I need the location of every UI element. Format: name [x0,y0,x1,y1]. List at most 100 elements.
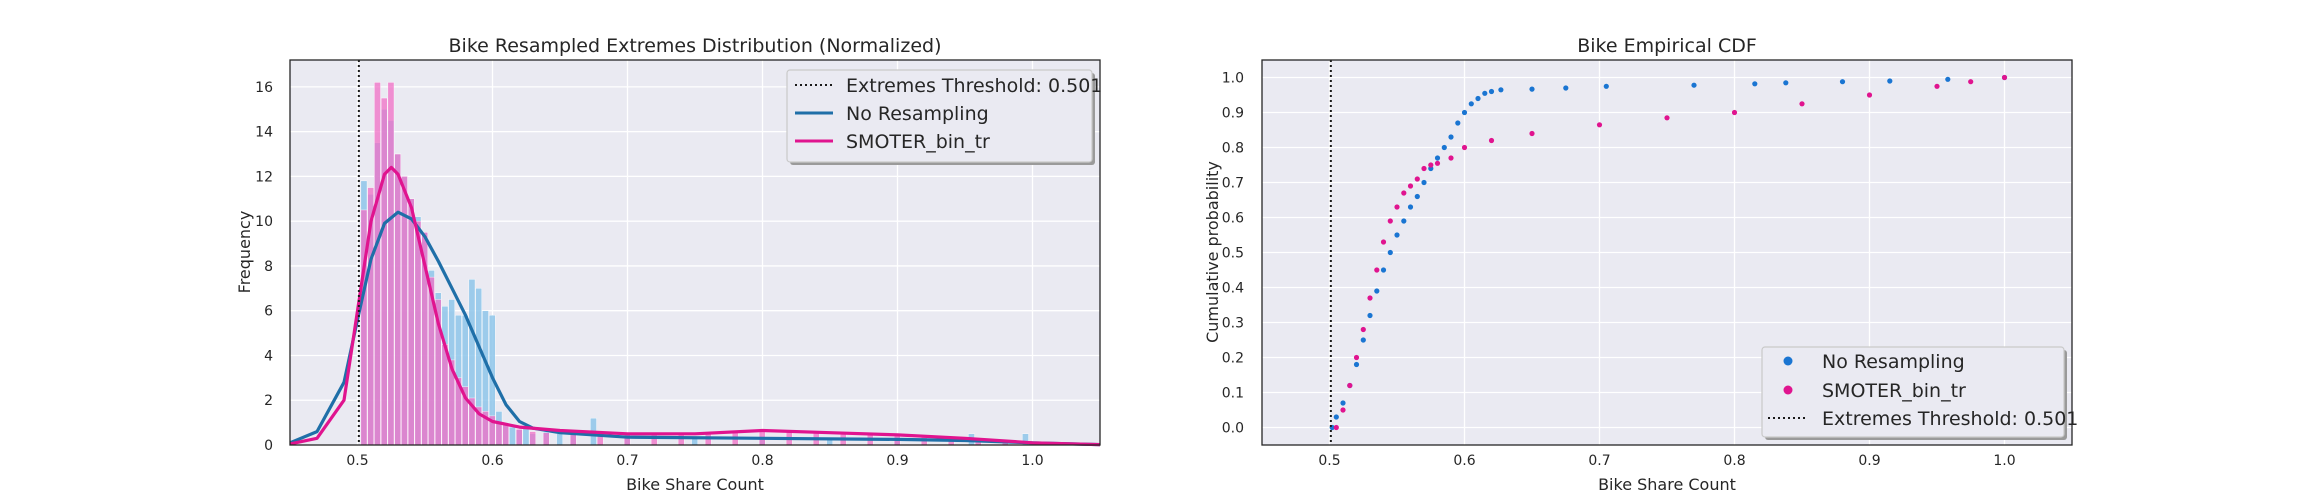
y-tick-label: 0.9 [1222,106,1244,122]
cdf-point-smoter [1374,267,1380,273]
legend-box [1761,346,2065,438]
cdf-point-smoter [1347,382,1353,389]
y-tick-label: 10 [255,214,273,230]
y-tick-label: 0.4 [1222,281,1244,297]
cdf-point-smoter [1596,122,1603,128]
chart-title: Bike Empirical CDF [1577,35,1757,57]
cdf-point-smoter [1333,424,1339,431]
x-tick-label: 1.0 [1021,453,1043,469]
cdf-point-no-resampling [1394,232,1400,238]
y-tick-label: 14 [255,125,273,141]
cdf-point-no-resampling [1353,361,1360,368]
cdf-point-smoter [1934,83,1940,89]
cdf-point-no-resampling [1360,337,1366,343]
cdf-point-smoter [2001,74,2008,81]
cdf-point-no-resampling [1783,80,1789,86]
hist-bar-smoter [394,153,401,446]
cdf-point-no-resampling [1945,76,1951,82]
y-tick-label: 4 [264,348,273,364]
y-tick-label: 0.8 [1222,141,1244,157]
x-tick-label: 0.6 [481,453,503,469]
cdf-point-no-resampling [1603,83,1609,89]
y-tick-label: 0.7 [1222,176,1244,192]
y-tick-label: 0.0 [1222,421,1244,437]
cdf-point-no-resampling [1482,90,1488,96]
cdf-point-no-resampling [1475,95,1481,102]
x-tick-label: 0.8 [751,453,773,469]
y-tick-label: 16 [255,80,273,96]
cdf-point-smoter [1340,407,1346,413]
cdf-points [1329,74,2008,431]
hist-bar-smoter [374,82,381,446]
hist-bar-smoter [407,198,415,446]
cdf-point-no-resampling [1434,155,1441,161]
cdf-point-no-resampling [1367,312,1373,319]
legend-label-smoter: SMOTER_bin_tr [846,131,990,153]
legend: No Resampling SMOTER_bin_tr Extremes Thr… [1761,346,2078,440]
cdf-point-smoter [1529,130,1535,137]
x-tick-label: 0.5 [346,453,368,469]
cdf-point-smoter [1461,144,1468,151]
cdf-point-no-resampling [1407,204,1414,210]
cdf-point-smoter [1731,109,1738,116]
hist-bar-smoter [677,433,685,446]
legend-label-smoter: SMOTER_bin_tr [1822,380,1966,402]
cdf-point-smoter [1367,295,1373,301]
cdf-point-no-resampling [1441,144,1447,151]
x-tick-label: 0.9 [1858,453,1880,469]
x-tick-labels: 0.5 0.6 0.7 0.8 0.9 1.0 [346,453,1043,469]
hist-bar-no-resampling [509,426,516,446]
cdf-point-smoter [1407,183,1414,189]
cdf-point-no-resampling [1461,109,1468,116]
hist-bar-no-resampling [522,426,530,446]
hist-bar-smoter [569,433,577,446]
hist-bar-smoter [441,344,449,446]
cdf-point-smoter [1394,204,1400,210]
cdf-point-no-resampling [1387,249,1393,256]
legend: Extremes Threshold: 0.501 No Resampling … [786,69,1102,165]
y-tick-label: 0.6 [1222,211,1244,227]
legend-marker-no-resampling [1783,356,1793,366]
cdf-point-smoter [1360,326,1366,333]
legend-box [786,69,1093,163]
cdf-point-smoter [1488,137,1495,144]
hist-bar-smoter [387,82,395,446]
cdf-point-smoter [1434,160,1441,166]
x-tick-label: 0.5 [1318,453,1340,469]
cdf-point-no-resampling [1529,86,1535,92]
hist-bar-smoter [529,431,536,446]
x-tick-label: 1.0 [1993,453,2015,469]
cdf-point-no-resampling [1468,101,1474,107]
cdf-point-smoter [1968,79,1974,85]
x-axis-label: Bike Share Count [1598,475,1736,494]
x-tick-label: 0.7 [616,453,638,469]
cdf-point-no-resampling [1887,78,1893,84]
cdf-point-no-resampling [1488,88,1495,95]
cdf-point-no-resampling [1401,218,1407,224]
cdf-point-smoter [1401,190,1407,196]
legend-label-no-resampling: No Resampling [1822,351,1965,373]
cdf-point-smoter [1353,354,1360,361]
y-tick-label: 0.5 [1222,246,1244,262]
y-axis-label: Cumulative probability [1203,161,1222,343]
cdf-point-smoter [1866,92,1873,98]
kde-line-smoter [289,165,1101,447]
hist-bar-smoter [414,220,422,446]
legend-label-threshold: Extremes Threshold: 0.501 [846,75,1102,97]
y-tick-label: 6 [264,304,273,320]
x-tick-label: 0.7 [1588,453,1610,469]
cdf-point-no-resampling [1455,120,1461,126]
cdf-point-no-resampling [1414,193,1420,200]
plot-frame [1261,59,2073,446]
histogram-panel: 0.5 0.6 0.7 0.8 0.9 1.0 0 2 4 6 8 10 12 14 16 Bike Re… [235,35,1102,494]
legend-label-threshold: Extremes Threshold: 0.501 [1822,408,2078,430]
cdf-point-smoter [1414,176,1420,182]
y-tick-labels: 0.0 0.1 0.2 0.3 0.4 0.5 0.6 0.7 0.8 0.9 1.0 [1222,71,1244,437]
cdf-point-no-resampling [1421,179,1427,186]
cdf-point-no-resampling [1563,85,1569,91]
cdf-point-smoter [1428,162,1434,168]
cdf-point-smoter [1664,115,1670,121]
y-tick-label: 12 [255,169,273,185]
y-tick-labels: 0 2 4 6 8 10 12 14 16 [255,80,273,454]
cdf-point-no-resampling [1340,400,1346,406]
